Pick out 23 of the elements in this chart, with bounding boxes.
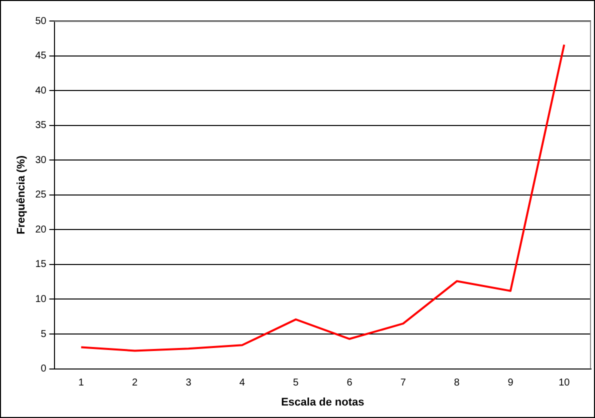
y-tick-label: 20	[35, 224, 47, 236]
x-tick-label: 6	[346, 378, 353, 389]
y-tick-label: 5	[40, 328, 47, 340]
y-tick-label: 45	[35, 50, 47, 62]
x-tick-label: 8	[454, 378, 460, 389]
x-tick-label: 2	[132, 378, 138, 389]
x-tick-label: 7	[400, 378, 406, 389]
x-tick-label: 3	[186, 378, 192, 389]
x-tick-label: 5	[293, 378, 300, 389]
x-tick-label: 9	[508, 378, 514, 389]
y-tick-label: 50	[35, 16, 47, 27]
y-axis-title: Frequência (%)	[16, 155, 28, 234]
y-tick-label: 30	[35, 154, 47, 166]
y-tick-label: 25	[35, 190, 47, 201]
y-tick-label: 15	[35, 259, 47, 270]
x-tick-label: 1	[78, 378, 84, 389]
x-tick-label: 10	[558, 378, 570, 389]
y-tick-label: 40	[35, 85, 47, 96]
x-axis-title: Escala de notas	[281, 396, 364, 408]
x-tick-label: 4	[239, 378, 246, 389]
y-tick-label: 10	[35, 294, 47, 305]
y-tick-label: 0	[40, 364, 47, 375]
y-tick-label: 35	[35, 120, 47, 132]
